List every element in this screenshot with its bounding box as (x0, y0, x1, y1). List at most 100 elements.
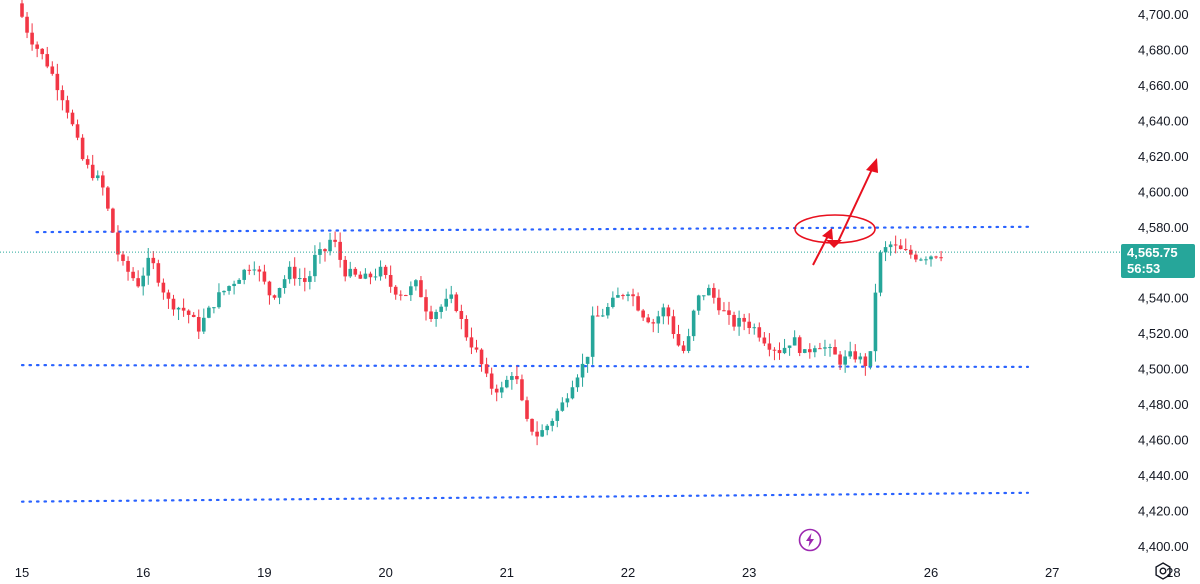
candle-body (449, 294, 454, 299)
candle-body (671, 316, 676, 335)
candle-body (196, 317, 201, 332)
dotted-level-line (20, 491, 1030, 503)
candle-body (717, 297, 721, 311)
x-tick-label: 26 (924, 565, 938, 580)
candle-body (207, 307, 211, 318)
candle-body (156, 263, 161, 283)
y-tick-label: 4,500.00 (1138, 362, 1189, 377)
lightning-icon[interactable] (798, 528, 822, 552)
candle-body (656, 316, 661, 324)
candle-body (575, 377, 580, 388)
highlight-ellipse (794, 214, 876, 244)
candle-body (939, 257, 943, 259)
candle-body (742, 317, 746, 322)
candle-body (914, 254, 918, 260)
candle-body (20, 3, 24, 17)
candle-body (666, 307, 671, 317)
candle-body (676, 334, 681, 346)
arrowhead (866, 158, 878, 173)
candle-body (484, 364, 489, 374)
candle-body (257, 269, 262, 272)
candle-body (636, 296, 640, 311)
candle-body (90, 164, 95, 179)
candle-body (338, 241, 342, 260)
candle-body (600, 315, 605, 317)
candle-body (459, 311, 464, 319)
arrowhead (822, 228, 833, 240)
candle-body (520, 379, 524, 401)
candle-body (80, 137, 85, 160)
candle-body (237, 279, 241, 284)
candle-body (343, 259, 347, 277)
candle-body (616, 295, 620, 298)
candle-body (297, 278, 302, 280)
candle-body (303, 278, 307, 282)
candle-body (868, 351, 873, 367)
candle-body (131, 271, 135, 279)
candle-body (464, 318, 469, 338)
candle-body (247, 269, 252, 271)
x-tick-label: 20 (378, 565, 392, 580)
candle-body (227, 286, 231, 291)
candle-body (762, 337, 767, 344)
x-tick-label: 15 (15, 565, 29, 580)
y-tick-label: 4,680.00 (1138, 42, 1189, 57)
candle-body (787, 345, 792, 348)
x-tick-label: 27 (1045, 565, 1059, 580)
candle-body (363, 273, 368, 279)
candle-body (540, 430, 544, 437)
y-tick-label: 4,620.00 (1138, 149, 1189, 164)
candle-body (353, 268, 358, 275)
y-tick-label: 4,580.00 (1138, 220, 1189, 235)
candle-body (499, 387, 504, 393)
y-tick-label: 4,420.00 (1138, 504, 1189, 519)
time-axis[interactable]: 15 16 19 20 21 22 23 26 27 28 (15, 565, 1181, 580)
candle-body (232, 283, 236, 287)
x-tick-label: 19 (257, 565, 271, 580)
candle-body (767, 343, 772, 350)
candle-body (146, 257, 151, 276)
candle-body (838, 354, 842, 365)
candle-body (712, 287, 716, 298)
candle-body (151, 257, 156, 264)
candle-body (287, 266, 292, 280)
candle-body (328, 239, 332, 252)
candle-body (414, 280, 418, 287)
candle-body (373, 276, 378, 278)
x-tick-label: 23 (742, 565, 756, 580)
candle-body (262, 271, 267, 282)
current-price-badge: 4,565.75 56:53 (1121, 244, 1195, 278)
candle-body (323, 249, 327, 252)
candle-body (95, 175, 100, 179)
y-tick-label: 4,460.00 (1138, 433, 1189, 448)
candles-group (20, 0, 943, 446)
candle-body (515, 376, 519, 380)
candle-body (378, 266, 383, 277)
price-axis[interactable]: 4,700.00 4,680.00 4,660.00 4,640.00 4,620.00… (1138, 7, 1189, 554)
candle-body (388, 275, 393, 287)
candle-body (611, 297, 615, 307)
candle-body (510, 376, 514, 380)
candle-body (757, 327, 762, 338)
candle-body (202, 317, 206, 332)
candle-body (696, 295, 701, 311)
candle-body (782, 347, 787, 354)
candle-body (308, 276, 312, 282)
x-tick-label: 16 (136, 565, 150, 580)
candle-body (121, 254, 125, 261)
candle-body (318, 249, 322, 255)
countdown-label: 56:53 (1127, 261, 1161, 276)
candle-body (525, 400, 529, 419)
settings-gear-icon[interactable] (1154, 562, 1172, 580)
candle-body (469, 337, 474, 348)
candle-body (348, 268, 353, 277)
y-tick-label: 4,600.00 (1138, 184, 1189, 199)
candle-body (828, 347, 832, 349)
candle-body (222, 290, 226, 293)
candle-body (505, 379, 509, 388)
candle-body (70, 112, 75, 125)
candle-body (843, 356, 847, 365)
y-tick-label: 4,660.00 (1138, 78, 1189, 93)
candle-body (35, 44, 39, 49)
